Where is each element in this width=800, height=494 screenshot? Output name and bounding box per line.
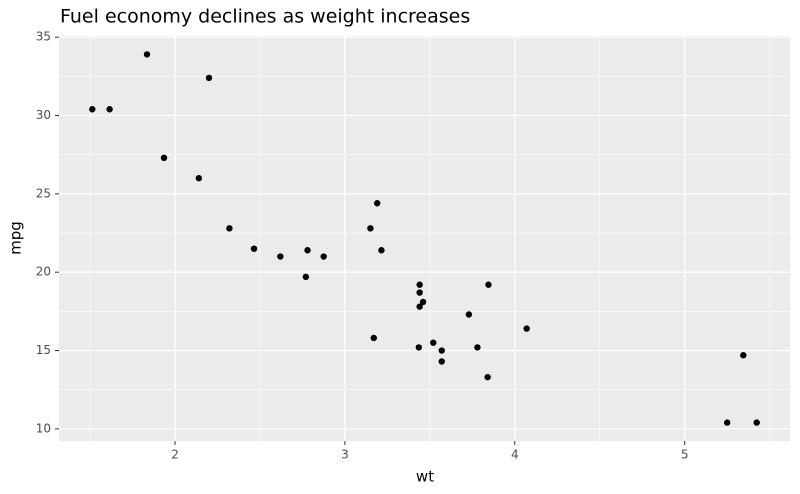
point	[378, 247, 385, 254]
x-tick-label: 2	[171, 448, 179, 462]
point	[195, 174, 203, 182]
point	[277, 253, 284, 260]
point	[373, 200, 381, 207]
x-axis-label: wt	[416, 468, 434, 486]
x-tick-label: 3	[341, 448, 349, 462]
point	[419, 298, 427, 306]
point	[89, 106, 96, 113]
x-tick-label: 5	[681, 448, 689, 462]
point	[370, 334, 377, 342]
point	[205, 74, 213, 82]
point	[485, 281, 492, 288]
point	[143, 51, 151, 58]
point	[367, 225, 374, 232]
point	[160, 154, 168, 162]
chart-title: Fuel economy declines as weight increase…	[60, 6, 470, 28]
point	[740, 352, 747, 359]
point	[250, 245, 258, 252]
y-tick-label: 15	[36, 343, 51, 357]
point	[416, 303, 423, 310]
point	[465, 311, 473, 318]
y-tick-label: 35	[36, 30, 51, 44]
point	[226, 225, 233, 232]
point	[320, 253, 327, 260]
point	[416, 289, 423, 296]
point	[438, 358, 445, 365]
point	[523, 325, 530, 332]
point	[415, 344, 423, 351]
point	[304, 247, 311, 254]
x-tick-label: 4	[511, 448, 519, 462]
point	[484, 373, 491, 381]
y-tick-label: 30	[36, 108, 51, 122]
y-tick-label: 10	[36, 421, 51, 435]
y-axis-label: mpg	[7, 221, 25, 255]
point	[474, 344, 481, 351]
point	[430, 339, 437, 346]
point	[723, 419, 731, 426]
plot-panel	[59, 36, 790, 441]
point	[753, 419, 760, 426]
y-tick-label: 20	[36, 265, 51, 279]
point	[302, 273, 310, 281]
point	[438, 347, 445, 354]
y-tick-label: 25	[36, 186, 51, 200]
point	[106, 106, 113, 113]
point	[416, 281, 423, 288]
